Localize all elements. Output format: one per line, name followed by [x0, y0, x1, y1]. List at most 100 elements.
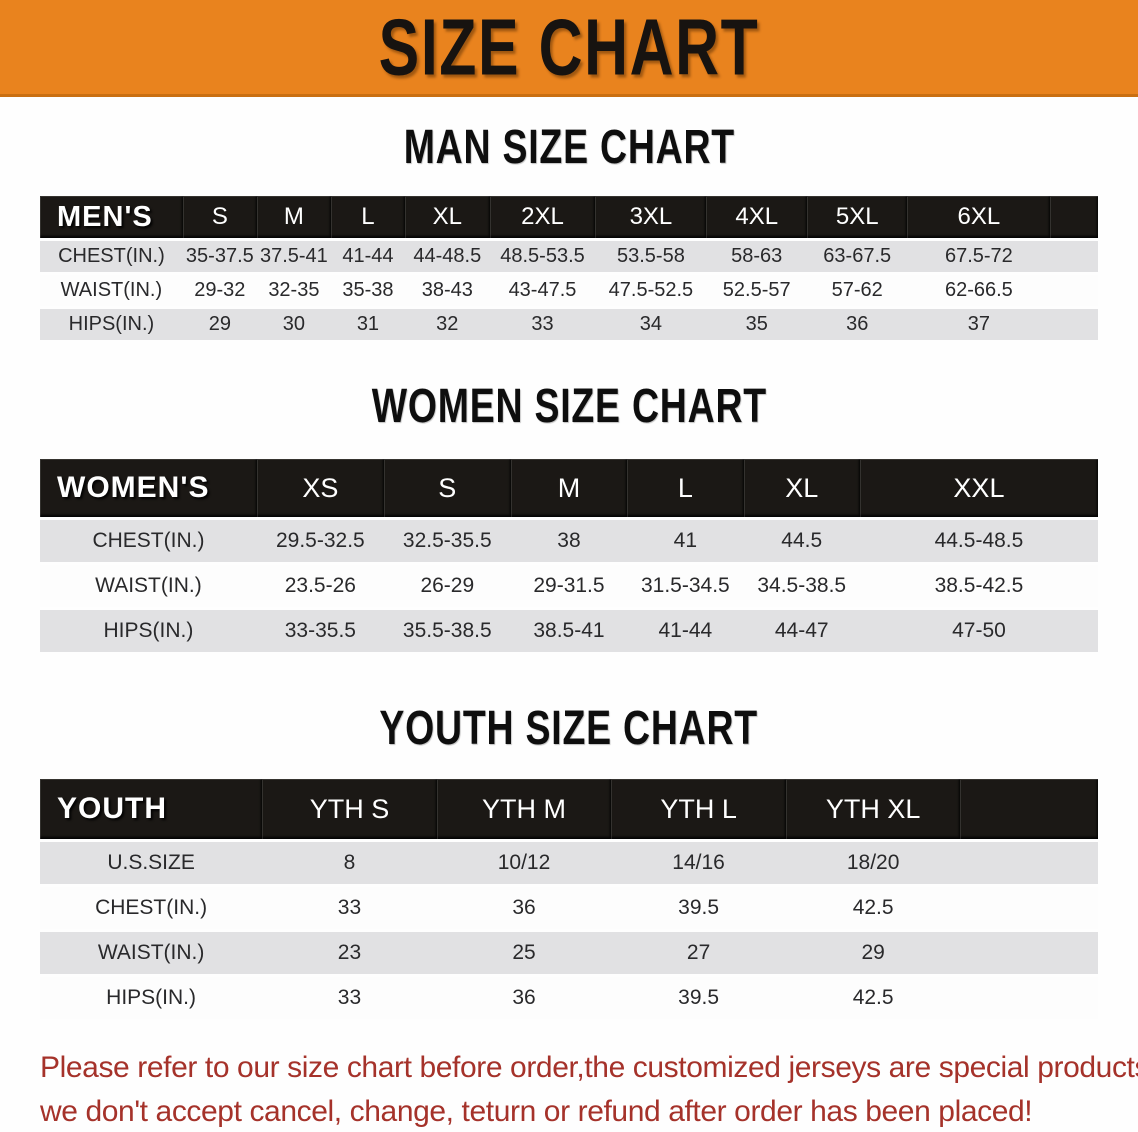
size-value: 41 [627, 520, 744, 562]
size-value: 39.5 [611, 887, 786, 929]
size-value: 26-29 [383, 565, 511, 607]
size-value: 57-62 [806, 275, 908, 306]
size-column-header: 5XL [806, 196, 908, 238]
measurement-row: WAIST(IN.) 29-32 32-35 35-38 38-43 43-47.5 47.… [40, 275, 1098, 306]
size-value: 18/20 [785, 842, 961, 884]
size-value: 29.5-32.5 [256, 520, 384, 562]
size-column-header: YTH S [262, 779, 437, 839]
filler-cell [1050, 241, 1098, 272]
size-column-header: M [256, 196, 331, 238]
size-value: 36 [436, 887, 612, 929]
size-value: 43-47.5 [489, 275, 596, 306]
size-value: 14/16 [611, 842, 786, 884]
size-value: 34.5-38.5 [743, 565, 860, 607]
size-value: 34 [595, 309, 707, 340]
measurement-label: HIPS(IN.) [40, 977, 263, 1019]
size-value: 41-44 [330, 241, 405, 272]
size-column-header: XXL [859, 459, 1098, 517]
size-column-header: YTH XL [785, 779, 961, 839]
size-value: 32.5-35.5 [383, 520, 511, 562]
filler-cell [960, 932, 1098, 974]
size-column-header: 6XL [907, 196, 1051, 238]
youth-header-row: YOUTH YTH S YTH M YTH L YTH XL [40, 779, 1098, 839]
size-value: 23 [262, 932, 437, 974]
filler-cell [960, 842, 1098, 884]
size-column-header: XL [404, 196, 490, 238]
measurement-row: WAIST(IN.) 23 25 27 29 [40, 932, 1098, 974]
size-value: 44.5 [743, 520, 860, 562]
size-value: 58-63 [706, 241, 807, 272]
size-value: 30 [256, 309, 331, 340]
size-value: 38-43 [404, 275, 490, 306]
measurement-label: WAIST(IN.) [40, 932, 263, 974]
size-value: 33-35.5 [256, 610, 384, 652]
measurement-row: U.S.SIZE 8 10/12 14/16 18/20 [40, 842, 1098, 884]
size-column-header: XL [743, 459, 860, 517]
size-column-header: L [330, 196, 405, 238]
size-value: 35-37.5 [182, 241, 257, 272]
table-corner-label: YOUTH [40, 779, 263, 839]
filler-cell [1050, 309, 1098, 340]
measurement-row: HIPS(IN.) 33 36 39.5 42.5 [40, 977, 1098, 1019]
measurement-label: CHEST(IN.) [40, 887, 263, 929]
measurement-row: HIPS(IN.) 29 30 31 32 33 34 35 36 37 [40, 309, 1098, 340]
size-value: 29-32 [182, 275, 257, 306]
size-value: 44-47 [743, 610, 860, 652]
filler-cell [960, 779, 1098, 839]
youth-table-body: U.S.SIZE 8 10/12 14/16 18/20 CHEST(IN.) 33 36 39… [40, 842, 1098, 1019]
size-value: 38.5-41 [510, 610, 628, 652]
size-value: 38.5-42.5 [859, 565, 1098, 607]
size-value: 31.5-34.5 [627, 565, 744, 607]
size-column-header: 3XL [595, 196, 707, 238]
size-value: 52.5-57 [706, 275, 807, 306]
size-value: 29-31.5 [510, 565, 628, 607]
filler-cell [960, 977, 1098, 1019]
size-value: 42.5 [785, 977, 961, 1019]
filler-cell [1050, 196, 1098, 238]
size-value: 37 [907, 309, 1051, 340]
women-header-row: WOMEN'S XS S M L XL XXL [40, 459, 1098, 517]
section-youth: YOUTH SIZE CHART YOUTH YTH S YTH M YTH L YTH… [0, 705, 1138, 1022]
size-value: 39.5 [611, 977, 786, 1019]
men-header-row: MEN'S S M L XL 2XL 3XL 4XL 5XL 6XL [40, 196, 1098, 238]
women-table-body: CHEST(IN.) 29.5-32.5 32.5-35.5 38 41 44.5 44.5… [40, 520, 1098, 652]
size-value: 62-66.5 [907, 275, 1051, 306]
size-value: 35.5-38.5 [383, 610, 511, 652]
size-value: 37.5-41 [256, 241, 331, 272]
size-column-header: M [510, 459, 628, 517]
youth-section-title: YOUTH SIZE CHART [379, 702, 759, 755]
size-value: 44.5-48.5 [859, 520, 1098, 562]
size-column-header: YTH M [436, 779, 612, 839]
size-value: 63-67.5 [806, 241, 908, 272]
size-value: 32 [404, 309, 490, 340]
size-value: 42.5 [785, 887, 961, 929]
measurement-label: CHEST(IN.) [40, 241, 183, 272]
size-value: 33 [489, 309, 596, 340]
size-value: 31 [330, 309, 405, 340]
women-size-table: WOMEN'S XS S M L XL XXL CHEST(IN.) 29.5-32.5 32.… [40, 456, 1098, 655]
size-value: 36 [436, 977, 612, 1019]
section-title-wrap: WOMEN SIZE CHART [0, 383, 1138, 431]
size-value: 35-38 [330, 275, 405, 306]
order-notice: Please refer to our size chart before or… [40, 1046, 1138, 1132]
section-title-wrap: MAN SIZE CHART [0, 124, 1138, 172]
men-size-table: MEN'S S M L XL 2XL 3XL 4XL 5XL 6XL CHEST(IN.) 35-3… [40, 193, 1098, 343]
banner: SIZE CHART [0, 0, 1138, 97]
measurement-label: WAIST(IN.) [40, 275, 183, 306]
measurement-row: CHEST(IN.) 29.5-32.5 32.5-35.5 38 41 44.5 44.5… [40, 520, 1098, 562]
filler-cell [1050, 275, 1098, 306]
size-column-header: L [627, 459, 744, 517]
section-title-wrap: YOUTH SIZE CHART [0, 705, 1138, 753]
men-section-title: MAN SIZE CHART [403, 121, 735, 174]
size-value: 67.5-72 [907, 241, 1051, 272]
measurement-label: HIPS(IN.) [40, 610, 257, 652]
notice-line-2: we don't accept cancel, change, teturn o… [40, 1095, 1033, 1128]
size-value: 8 [262, 842, 437, 884]
size-value: 27 [611, 932, 786, 974]
youth-size-table: YOUTH YTH S YTH M YTH L YTH XL U.S.SIZE 8 10/1… [40, 776, 1098, 1022]
women-section-title: WOMEN SIZE CHART [371, 380, 767, 433]
section-men: MAN SIZE CHART MEN'S S M L XL 2XL 3XL 4XL 5XL 6XL… [0, 124, 1138, 343]
size-value: 48.5-53.5 [489, 241, 596, 272]
men-table-body: CHEST(IN.) 35-37.5 37.5-41 41-44 44-48.5 48.5… [40, 241, 1098, 340]
